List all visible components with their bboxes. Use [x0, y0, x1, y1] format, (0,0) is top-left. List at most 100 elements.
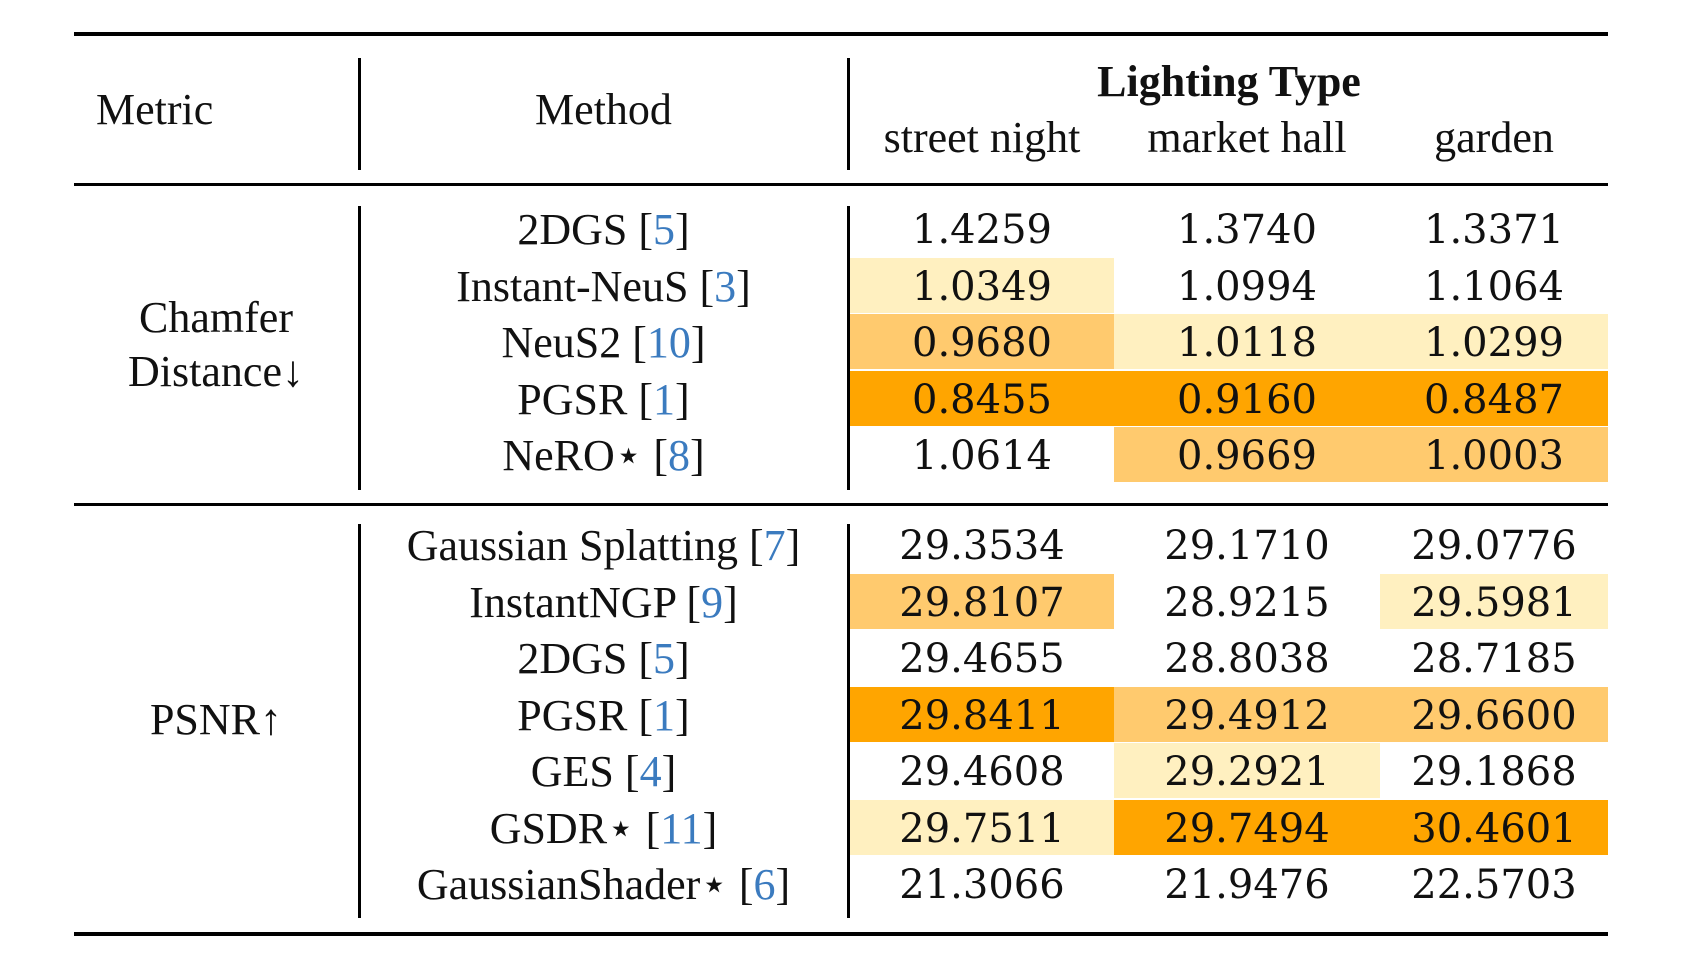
method-label: 2DGS	[517, 634, 628, 683]
rank-highlight	[1380, 427, 1608, 482]
rank-highlight	[1114, 800, 1380, 855]
rank-highlight	[1114, 427, 1380, 482]
method-name: GES [4]	[360, 744, 847, 800]
table-cell-value: 0.8487	[1424, 377, 1564, 423]
table-cell-value: 29.7511	[899, 806, 1065, 852]
citation-link[interactable]: 11	[660, 804, 703, 853]
rank-highlight	[850, 314, 1114, 369]
citation-link[interactable]: 1	[653, 691, 676, 740]
table-cell-value: 0.9669	[1177, 433, 1317, 479]
method-label: GSDR⋆	[489, 804, 635, 853]
table-cell-value: 29.1710	[1164, 523, 1330, 569]
psnr-vline-right	[847, 524, 850, 918]
section-rule	[74, 503, 1608, 506]
rank-highlight	[850, 687, 1114, 742]
cite-bracket: [	[675, 578, 702, 627]
table-cell-value: 28.7185	[1411, 636, 1577, 682]
citation-link[interactable]: 9	[701, 578, 724, 627]
method-name: 2DGS [5]	[360, 202, 847, 258]
table-cell-value: 1.0349	[912, 264, 1052, 310]
cite-bracket: [	[627, 205, 654, 254]
cite-bracket: ]	[675, 375, 690, 424]
cite-bracket: ]	[775, 860, 791, 909]
table-cell-value: 29.8411	[899, 693, 1065, 739]
citation-link[interactable]: 5	[653, 205, 676, 254]
cite-bracket: ]	[736, 262, 751, 311]
header-rule	[74, 183, 1608, 186]
cite-bracket: [	[627, 375, 654, 424]
table-cell-value: 29.7494	[1164, 806, 1330, 852]
cite-bracket: ]	[689, 431, 705, 480]
cite-bracket: [	[688, 262, 715, 311]
table-cell-value: 1.0614	[912, 433, 1052, 479]
table-cell-value: 29.8107	[899, 580, 1065, 626]
cite-bracket: [	[627, 691, 654, 740]
header-col-garden: garden	[1434, 113, 1554, 162]
cite-bracket: ]	[702, 804, 718, 853]
table-cell-value: 1.1064	[1424, 264, 1564, 310]
method-name: NeRO⋆ [8]	[360, 428, 847, 484]
cite-bracket: [	[634, 804, 661, 853]
table-cell-value: 29.6600	[1411, 693, 1577, 739]
table-cell-value: 1.3740	[1177, 207, 1317, 253]
method-label: PGSR	[517, 375, 628, 424]
table-cell-value: 29.3534	[899, 523, 1065, 569]
table-cell-value: 0.8455	[912, 377, 1052, 423]
method-label: Gaussian Splatting	[406, 521, 738, 570]
rank-highlight	[1380, 574, 1608, 629]
citation-link[interactable]: 4	[639, 747, 662, 796]
top-rule	[74, 32, 1608, 36]
rank-highlight	[1380, 687, 1608, 742]
cite-bracket: [	[727, 860, 754, 909]
method-label: PGSR	[517, 691, 628, 740]
header-vline-left	[358, 58, 361, 170]
method-label: 2DGS	[517, 205, 628, 254]
rank-highlight	[1114, 743, 1380, 798]
cite-bracket: ]	[723, 578, 738, 627]
table-cell-value: 1.0299	[1424, 320, 1564, 366]
table-cell-value: 1.0118	[1177, 320, 1317, 366]
method-name: 2DGS [5]	[360, 631, 847, 687]
chamfer-vline-right	[847, 206, 850, 490]
header-col-market-hall: market hall	[1147, 113, 1347, 162]
citation-link[interactable]: 3	[714, 262, 737, 311]
table-cell-value: 1.4259	[912, 207, 1052, 253]
table-cell-value: 21.3066	[899, 862, 1065, 908]
method-name: Instant-NeuS [3]	[360, 259, 847, 315]
citation-link[interactable]: 1	[653, 375, 676, 424]
rank-highlight	[850, 258, 1114, 313]
cite-bracket: [	[621, 318, 647, 367]
metric-psnr: PSNR↑	[149, 695, 283, 744]
citation-link[interactable]: 8	[667, 431, 690, 480]
table-cell-value: 29.0776	[1411, 523, 1577, 569]
citation-link[interactable]: 6	[753, 860, 776, 909]
cite-bracket: ]	[785, 521, 801, 570]
table-cell-value: 22.5703	[1411, 862, 1577, 908]
method-name: PGSR [1]	[360, 688, 847, 744]
psnr-vline-left	[358, 524, 361, 918]
citation-link[interactable]: 10	[646, 318, 691, 367]
header-method: Method	[535, 85, 672, 134]
header-vline-right	[847, 58, 850, 170]
table-cell-value: 21.9476	[1164, 862, 1330, 908]
table-cell-value: 29.4655	[899, 636, 1065, 682]
table-cell-value: 0.9160	[1177, 377, 1317, 423]
header-metric: Metric	[96, 85, 214, 134]
table-cell-value: 29.5981	[1411, 580, 1577, 626]
method-label: Instant-NeuS	[456, 262, 689, 311]
table-cell-value: 29.4912	[1164, 693, 1330, 739]
rank-highlight	[850, 574, 1114, 629]
citation-link[interactable]: 5	[653, 634, 676, 683]
table-cell-value: 1.0994	[1177, 264, 1317, 310]
rank-highlight	[1380, 800, 1608, 855]
citation-link[interactable]: 7	[763, 521, 786, 570]
bottom-rule	[74, 932, 1608, 936]
method-label: GES	[530, 747, 614, 796]
cite-bracket: ]	[690, 318, 706, 367]
rank-highlight	[850, 800, 1114, 855]
table-cell-value: 29.1868	[1411, 749, 1577, 795]
rank-highlight	[1114, 314, 1380, 369]
table-cell-value: 29.4608	[899, 749, 1065, 795]
method-name: Gaussian Splatting [7]	[360, 518, 847, 574]
rank-highlight	[850, 371, 1114, 426]
